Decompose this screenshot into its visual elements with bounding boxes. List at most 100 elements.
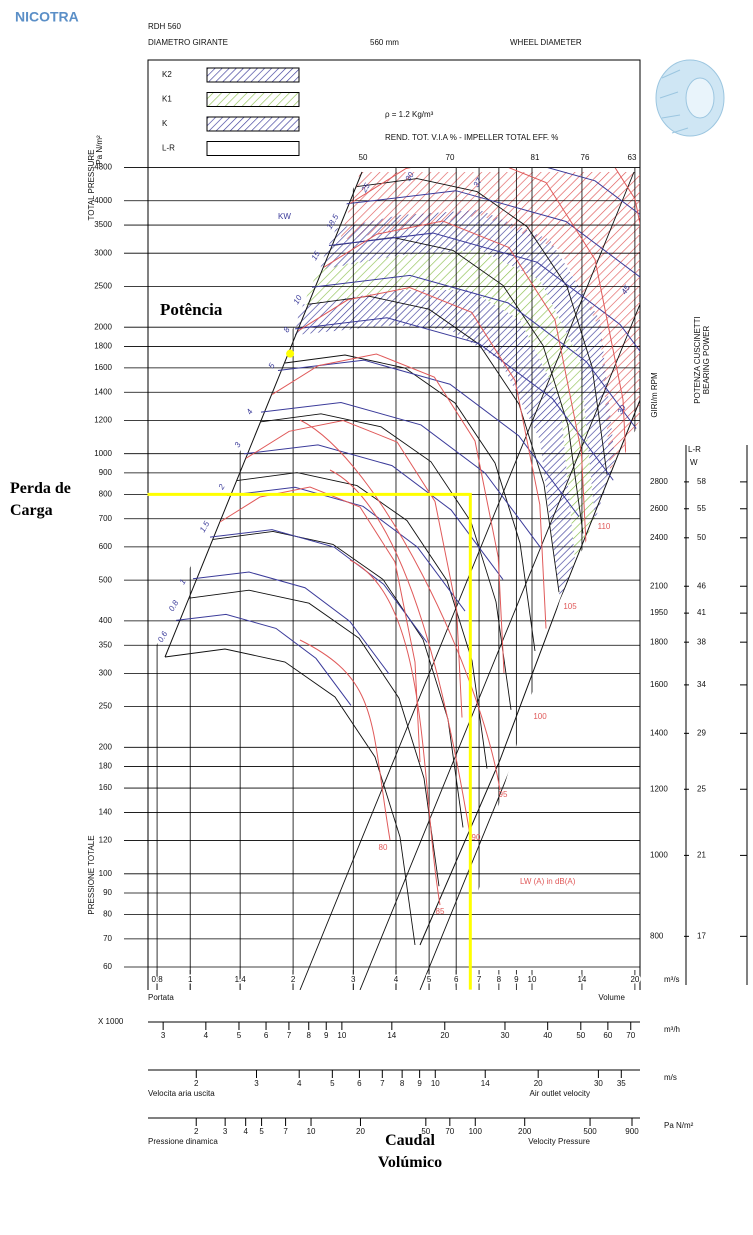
rpm-tick-label: 2800 — [650, 477, 668, 486]
rpm-tick-label: 2400 — [650, 533, 668, 542]
axis-tick-label: 100 — [469, 1127, 483, 1136]
efficiency-curve — [300, 640, 390, 840]
x-tick-label: 8 — [497, 975, 502, 984]
y-tick-label: 160 — [99, 783, 113, 792]
legend-label: K2 — [162, 70, 172, 79]
power-label: 15 — [310, 249, 323, 262]
axis-tick-label: 6 — [264, 1031, 269, 1040]
power-curve — [176, 614, 351, 705]
axis-tick-label: 9 — [417, 1079, 422, 1088]
y-tick-label: 80 — [103, 910, 112, 919]
y-tick-label: 2500 — [94, 282, 112, 291]
x-label-right: Volume — [598, 993, 625, 1002]
axis-tick-label: 3 — [161, 1031, 166, 1040]
legend-swatch — [207, 142, 299, 156]
fan-curve — [261, 414, 511, 710]
fan-wheel — [656, 60, 724, 136]
axis-tick-label: 7 — [283, 1127, 288, 1136]
power-value: 34 — [697, 680, 706, 689]
axis-tick-label: 200 — [518, 1127, 532, 1136]
diameter: 560 mm — [370, 38, 399, 47]
rpm-tick-label: 1000 — [650, 851, 668, 860]
axis-label-right: Air outlet velocity — [530, 1089, 590, 1098]
power-value: 58 — [697, 477, 706, 486]
rpm-tick-label: 2600 — [650, 504, 668, 513]
x-tick-label: 14 — [577, 975, 586, 984]
axis-tick-label: 10 — [431, 1079, 440, 1088]
operating-line — [148, 494, 471, 989]
axis-tick-label: 3 — [223, 1127, 228, 1136]
rpm-tick-label: 1800 — [650, 637, 668, 646]
axis-label-left: Velocita aria uscita — [148, 1089, 215, 1098]
operating-point — [286, 350, 294, 358]
x-unit: m³/s — [664, 975, 680, 984]
y-tick-label: 350 — [99, 640, 113, 649]
x-tick-label: 6 — [454, 975, 459, 984]
noise-label: 110 — [598, 522, 611, 531]
power-label: 0.8 — [167, 598, 181, 613]
page: NICOTRA RDH 560 DIAMETRO GIRANTE 560 mm … — [0, 0, 753, 1235]
power-value: 17 — [697, 931, 706, 940]
x-tick-label: 1 — [188, 975, 193, 984]
power-label: 10 — [292, 293, 305, 306]
power-value: 25 — [697, 784, 706, 793]
power-label: 8 — [282, 325, 292, 334]
power-header: L-R — [688, 445, 701, 454]
x-tick-label: 9 — [514, 975, 519, 984]
rpm-tick-label: 800 — [650, 931, 664, 940]
legend-label: K1 — [162, 95, 172, 104]
y-tick-label: 800 — [99, 489, 113, 498]
axis-tick-label: 50 — [576, 1031, 585, 1040]
power-value: 55 — [697, 504, 706, 513]
rpm-label: GIRI/m RPM — [650, 372, 659, 418]
noise-label: 90 — [472, 833, 481, 842]
y-tick-label: 1200 — [94, 416, 112, 425]
y-unit: Pa N/m² — [95, 135, 104, 165]
power-title: POTENZA CUSCINETTI — [693, 316, 702, 404]
power-value: 46 — [697, 581, 706, 590]
density: ρ = 1.2 Kg/m³ — [385, 110, 434, 119]
x-tick-label: 10 — [528, 975, 537, 984]
axis-tick-label: 8 — [400, 1079, 405, 1088]
axis-tick-label: 500 — [583, 1127, 597, 1136]
axis-tick-label: 4 — [243, 1127, 248, 1136]
power-title-en: BEARING POWER — [702, 326, 711, 395]
axis-unit: m³/h — [664, 1025, 680, 1034]
x-tick-label: 4 — [394, 975, 399, 984]
x-tick-label: 1.4 — [235, 975, 247, 984]
y-tick-label: 3000 — [94, 248, 112, 257]
axis-tick-label: 30 — [594, 1079, 603, 1088]
y-tick-label: 1600 — [94, 363, 112, 372]
power-unit-w: W — [690, 458, 698, 467]
power-annotation: Potência — [160, 300, 222, 320]
axis-tick-label: 20 — [534, 1079, 543, 1088]
axis-tick-label: 35 — [617, 1079, 626, 1088]
rpm-tick-label: 1950 — [650, 608, 668, 617]
power-unit: KW — [278, 212, 291, 221]
y-tick-label: 250 — [99, 702, 113, 711]
y-tick-label: 90 — [103, 888, 112, 897]
hatched-zones — [295, 172, 640, 600]
y-tick-label: 180 — [99, 762, 113, 771]
y-tick-label: 1000 — [94, 449, 112, 458]
efficiency-label: 63 — [628, 153, 637, 162]
legend-swatch — [207, 117, 299, 131]
model: RDH 560 — [148, 22, 181, 31]
legend-swatch — [207, 68, 299, 82]
pressure-loss-annotation: Perda de Carga — [10, 478, 76, 522]
axis-tick-label: 5 — [330, 1079, 335, 1088]
y-tick-label: 1400 — [94, 387, 112, 396]
rpm-tick-label: 2100 — [650, 581, 668, 590]
axis-tick-label: 4 — [204, 1031, 209, 1040]
axis-tick-label: 2 — [194, 1079, 199, 1088]
power-label: 2 — [216, 482, 227, 492]
axis-tick-label: 7 — [380, 1079, 385, 1088]
chart: NICOTRA RDH 560 DIAMETRO GIRANTE 560 mm … — [0, 0, 753, 1235]
y-tick-label: 3500 — [94, 220, 112, 229]
efficiency-curve — [330, 470, 470, 835]
noise-label: 105 — [563, 602, 577, 611]
y-tick-label: 600 — [99, 542, 113, 551]
axis-label-left: Pressione dinamica — [148, 1137, 218, 1146]
x-tick-label: 0.8 — [152, 975, 164, 984]
y-tick-label: 700 — [99, 514, 113, 523]
